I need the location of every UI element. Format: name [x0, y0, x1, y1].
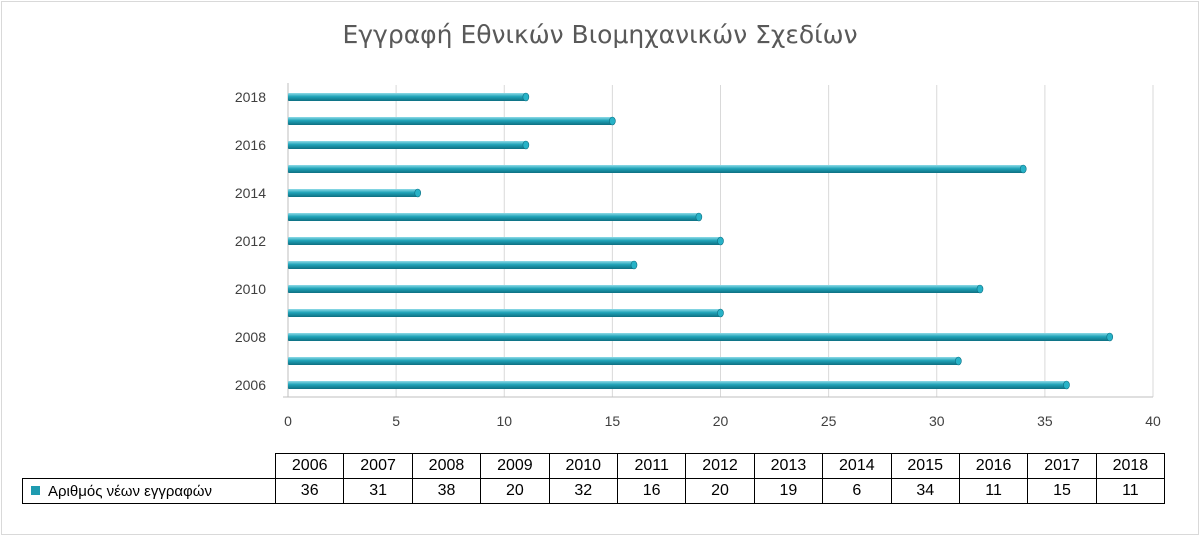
bar-2010: [288, 285, 980, 293]
table-year-2018: 2018: [1095, 453, 1166, 479]
bar-2015: [288, 165, 1024, 173]
chart-title: Εγγραφή Εθνικών Βιομηχανικών Σχεδίων: [342, 20, 858, 49]
x-tick-label-30: 30: [929, 413, 945, 429]
y-tick-label-2012: 2012: [235, 233, 266, 249]
data-table-value-row: Αριθμός νέων εγγραφών 36 31 38 20 32 16 20 19 6 3…: [22, 478, 1166, 504]
bar-cap-2014: [414, 188, 422, 198]
bar-cap-2015: [1019, 164, 1027, 174]
bar-2016: [288, 141, 526, 149]
x-tick-label-15: 15: [605, 413, 621, 429]
table-value-2017: 15: [1027, 478, 1097, 504]
bar-2008: [288, 333, 1110, 341]
bar-cap-2009: [717, 308, 724, 318]
bar-cap-2017: [609, 116, 616, 126]
x-tick-label-5: 5: [392, 413, 400, 429]
table-value-2013: 19: [753, 478, 824, 504]
x-tick-label-40: 40: [1145, 413, 1161, 429]
bar-cap-2011: [630, 260, 638, 270]
series-name: Αριθμός νέων εγγραφών: [48, 482, 212, 500]
bar-cap-2013: [695, 212, 703, 222]
x-tick-label-25: 25: [821, 413, 837, 429]
bar-2018: [288, 93, 526, 101]
bar-2013: [288, 213, 699, 221]
x-tick-label-20: 20: [713, 413, 729, 429]
bar-cap-2012: [717, 236, 724, 246]
bar-cap-2006: [1063, 380, 1070, 390]
bar-2017: [288, 117, 613, 125]
x-tick-label-10: 10: [496, 413, 512, 429]
table-value-2011: 16: [616, 478, 687, 504]
table-year-2011: 2011: [616, 453, 687, 479]
bar-2014: [288, 189, 418, 197]
y-tick-label-2018: 2018: [235, 89, 266, 105]
x-tick-label-35: 35: [1037, 413, 1053, 429]
table-value-2009: 20: [480, 478, 550, 504]
data-table-corner: [23, 454, 276, 479]
bar-cap-2018: [522, 92, 530, 102]
table-year-2008: 2008: [411, 453, 482, 479]
table-year-2016: 2016: [958, 453, 1029, 479]
table-year-2007: 2007: [343, 453, 413, 479]
table-year-2010: 2010: [548, 453, 618, 479]
table-value-2015: 34: [890, 478, 960, 504]
table-value-2018: 11: [1095, 478, 1166, 504]
y-tick-label-2014: 2014: [235, 185, 266, 201]
table-year-2013: 2013: [753, 453, 824, 479]
data-table-header-row: 2006 2007 2008 2009 2010 2011 2012 2013 2014 2015…: [23, 453, 1166, 479]
bar-2007: [288, 357, 959, 365]
table-value-2007: 31: [343, 478, 413, 504]
y-tick-label-2008: 2008: [235, 329, 266, 345]
table-value-2010: 32: [548, 478, 618, 504]
bar-cap-2010: [976, 284, 984, 294]
table-year-2014: 2014: [822, 453, 892, 479]
bar-2006: [288, 381, 1067, 389]
x-tick-label-0: 0: [284, 413, 292, 429]
bar-cap-2016: [522, 140, 530, 150]
y-tick-label-2016: 2016: [235, 137, 266, 153]
table-value-2008: 38: [411, 478, 482, 504]
table-value-2006: 36: [274, 478, 345, 504]
data-table-series-cell: Αριθμός νέων εγγραφών: [22, 478, 276, 504]
table-year-2009: 2009: [480, 453, 550, 479]
bar-2012: [288, 237, 721, 245]
legend-key-icon: [31, 486, 40, 496]
bar-cap-2007: [955, 356, 962, 366]
table-value-2012: 20: [685, 478, 755, 504]
bar-2011: [288, 261, 634, 269]
table-year-2017: 2017: [1027, 453, 1097, 479]
y-tick-label-2006: 2006: [235, 377, 266, 393]
table-year-2006: 2006: [274, 453, 345, 479]
data-table: 2006 2007 2008 2009 2010 2011 2012 2013 2014 2015…: [22, 453, 1166, 504]
table-value-2014: 6: [822, 478, 892, 504]
bar-2009: [288, 309, 721, 317]
table-value-2016: 11: [958, 478, 1029, 504]
table-year-2015: 2015: [890, 453, 960, 479]
y-tick-label-2010: 2010: [235, 281, 266, 297]
table-year-2012: 2012: [685, 453, 755, 479]
bar-cap-2008: [1106, 332, 1114, 342]
